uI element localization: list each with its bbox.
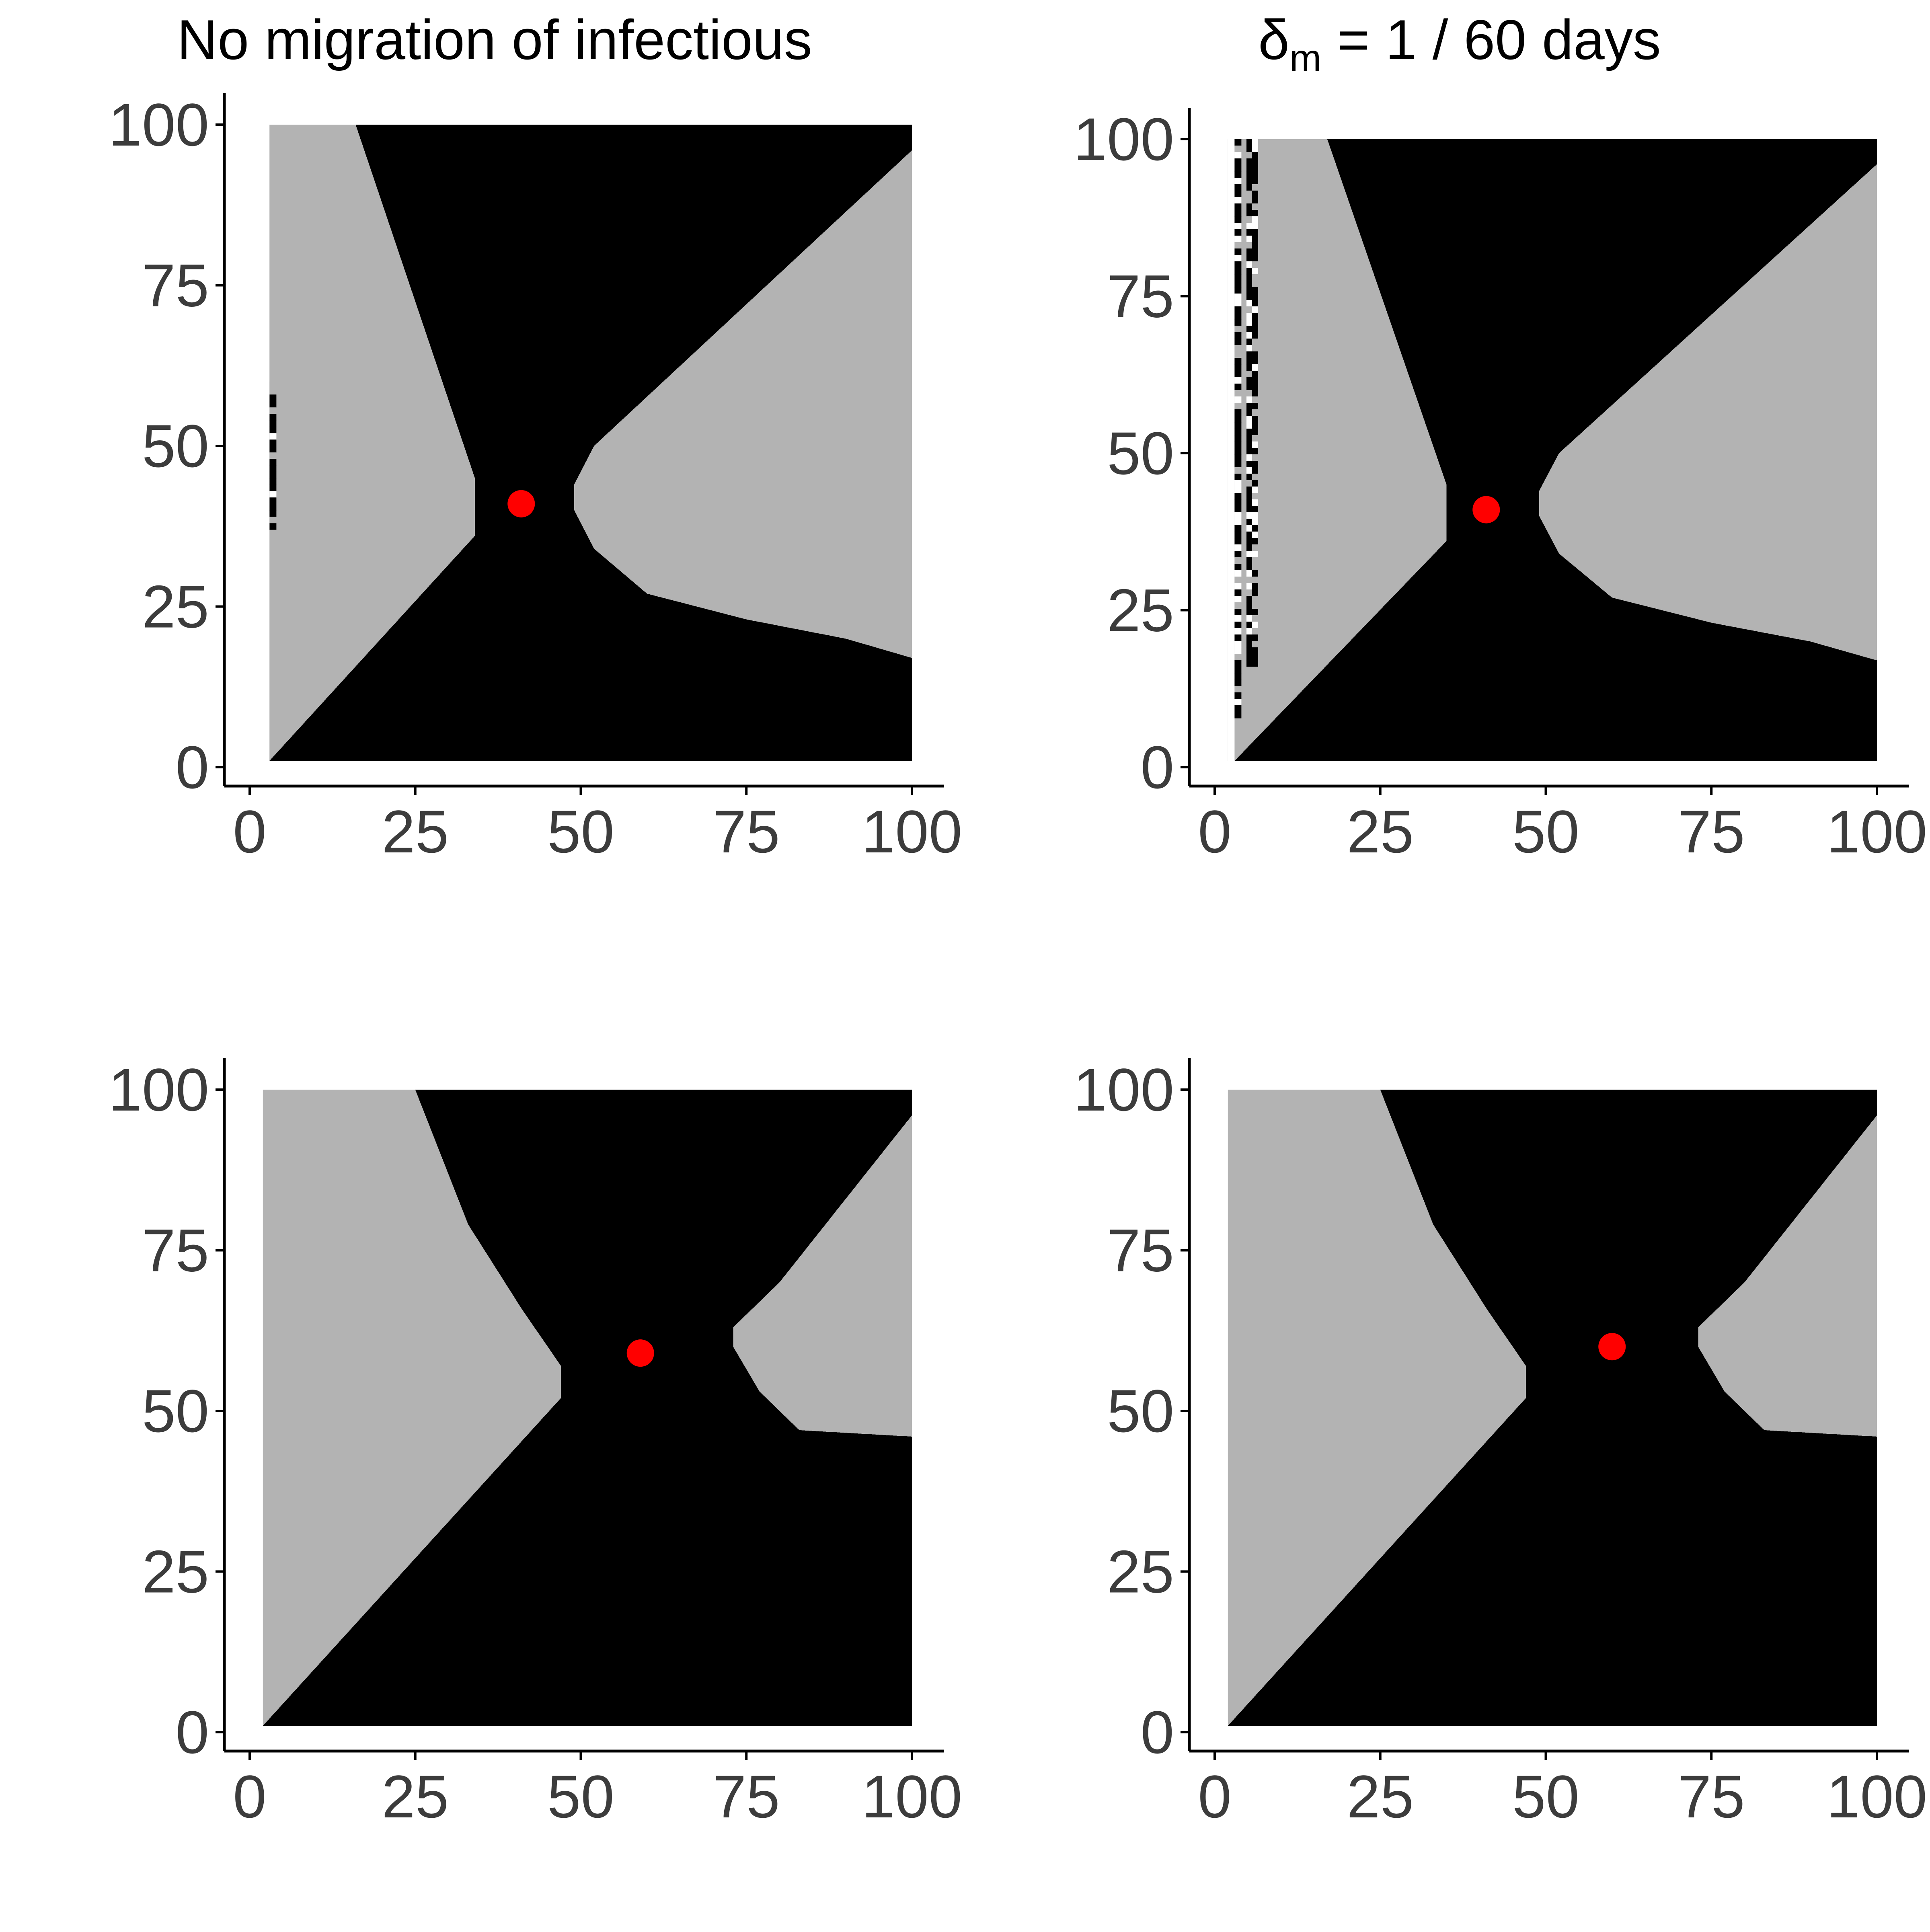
- x-tick-label: 0: [233, 798, 266, 865]
- y-tick-label: 0: [176, 733, 209, 801]
- y-tick-label: 25: [142, 1538, 209, 1606]
- x-tick-label: 50: [1512, 1763, 1579, 1830]
- x-tick-label: 25: [1347, 798, 1414, 865]
- y-tick-label: 75: [1107, 263, 1174, 330]
- equilibrium-point: [507, 490, 535, 517]
- gray-region-left: [269, 125, 475, 761]
- y-tick-label: 25: [1107, 1538, 1174, 1606]
- x-tick-label: 100: [1827, 1763, 1927, 1830]
- x-tick-label: 50: [547, 1763, 614, 1830]
- x-tick-label: 0: [233, 1763, 266, 1830]
- heatmap-panel-bottom-left: [263, 1090, 912, 1726]
- heatmap-panel-top-left: [269, 125, 912, 761]
- noise-strip: [1234, 139, 1242, 719]
- equilibrium-point: [1472, 496, 1500, 524]
- y-tick-label: 50: [142, 412, 209, 480]
- y-tick-label: 0: [176, 1698, 209, 1766]
- equilibrium-point: [626, 1339, 654, 1367]
- x-tick-label: 25: [1347, 1763, 1414, 1830]
- x-tick-label: 75: [713, 798, 780, 865]
- heatmap-panel-bottom-right: [1228, 1090, 1877, 1726]
- x-tick-label: 50: [1512, 798, 1579, 865]
- y-tick-label: 100: [109, 1056, 209, 1123]
- x-tick-label: 25: [382, 798, 449, 865]
- gray-region-left: [1228, 1090, 1526, 1726]
- y-tick-label: 50: [1107, 419, 1174, 487]
- x-tick-label: 0: [1198, 1763, 1231, 1830]
- x-tick-label: 75: [1678, 798, 1745, 865]
- x-tick-label: 75: [1678, 1763, 1745, 1830]
- delta-subscript: m: [1289, 37, 1322, 80]
- x-tick-label: 50: [547, 798, 614, 865]
- white-strip: [1228, 139, 1235, 761]
- noise-strip: [269, 382, 277, 530]
- x-tick-label: 75: [713, 1763, 780, 1830]
- y-tick-label: 50: [142, 1377, 209, 1445]
- noise-strip: [1246, 139, 1258, 673]
- gray-region-left: [1228, 139, 1447, 761]
- y-tick-label: 0: [1141, 733, 1174, 801]
- y-tick-label: 25: [142, 573, 209, 641]
- x-tick-label: 100: [1827, 798, 1927, 865]
- y-tick-label: 25: [1107, 577, 1174, 644]
- gray-region-right: [1698, 1115, 1877, 1437]
- y-tick-label: 75: [142, 252, 209, 319]
- gray-region-right: [574, 150, 912, 658]
- gray-region-right: [1539, 164, 1877, 661]
- y-tick-label: 100: [109, 91, 209, 158]
- y-tick-label: 75: [142, 1217, 209, 1284]
- y-tick-label: 50: [1107, 1377, 1174, 1445]
- y-tick-label: 0: [1141, 1698, 1174, 1766]
- panel-title-delta-m: δm = 1 / 60 days: [1082, 7, 1838, 80]
- y-tick-label: 100: [1074, 1056, 1174, 1123]
- gray-region-left: [263, 1090, 561, 1726]
- x-tick-label: 100: [862, 1763, 962, 1830]
- x-tick-label: 0: [1198, 798, 1231, 865]
- y-tick-label: 75: [1107, 1217, 1174, 1284]
- gray-region-right: [733, 1115, 912, 1437]
- x-tick-label: 100: [862, 798, 962, 865]
- heatmap-panel-top-right: [1228, 139, 1877, 761]
- x-tick-label: 25: [382, 1763, 449, 1830]
- panel-title-no-migration: No migration of infectious: [177, 8, 812, 71]
- delta-symbol: δ: [1258, 8, 1290, 71]
- equilibrium-point: [1598, 1333, 1626, 1361]
- y-tick-label: 100: [1074, 105, 1174, 173]
- delta-value: = 1 / 60 days: [1321, 8, 1661, 71]
